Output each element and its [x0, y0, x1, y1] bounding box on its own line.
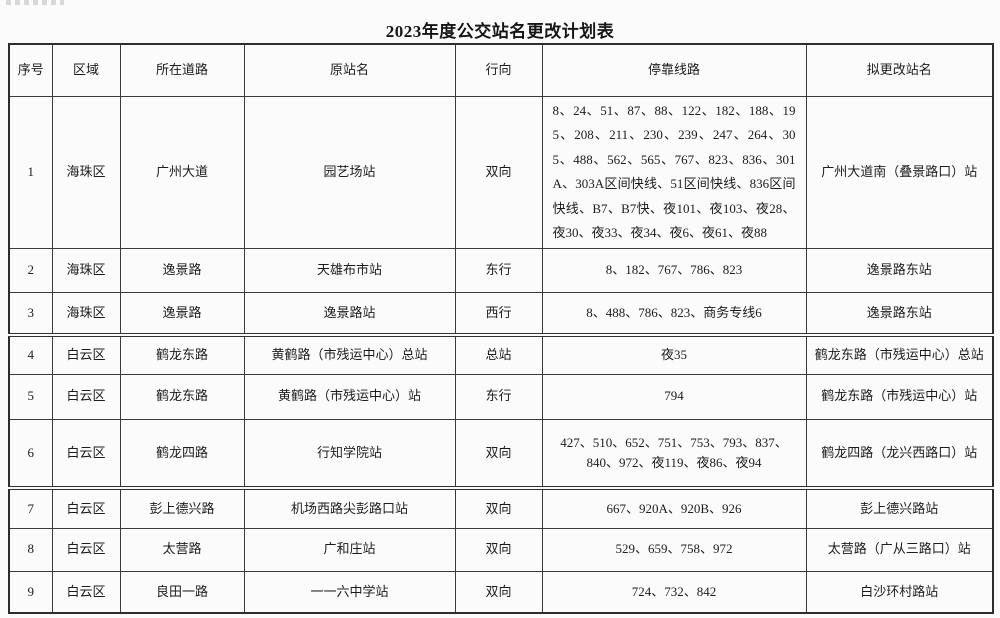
cell-new_name: 逸景路东站: [805, 247, 994, 293]
cell-direction: 双向: [454, 527, 543, 572]
table-row: 3 海珠区 逸景路 逸景路站 西行 8、488、786、823、商务专线6 逸景路东站: [8, 291, 994, 336]
column-header-district: 区域: [51, 43, 121, 97]
cell-district: 白云区: [51, 570, 121, 614]
cell-district: 白云区: [51, 527, 121, 572]
cell-old_name: 天雄布市站: [243, 247, 456, 293]
cell-road: 逸景路: [119, 291, 245, 336]
cell-old_name: 黄鹤路（市残运中心）站: [243, 373, 456, 420]
cell-district: 海珠区: [51, 291, 121, 336]
header-row: 序号 区域 所在道路 原站名 行向 停靠线路 拟更改站名: [8, 43, 994, 97]
cell-direction: 西行: [454, 291, 543, 336]
cell-direction: 双向: [454, 486, 543, 529]
cell-district: 白云区: [51, 333, 121, 375]
table-row: 1 海珠区 广州大道 园艺场站 双向 8、24、51、87、88、122、182、188、…: [8, 95, 994, 249]
table-row: 6 白云区 鹤龙四路 行知学院站 双向 427、510、652、751、753、793、8…: [8, 418, 994, 489]
cell-road: 鹤龙四路: [119, 418, 245, 489]
cell-routes: 夜35: [541, 333, 807, 375]
cell-road: 良田一路: [119, 570, 245, 614]
cell-new_name: 白沙环村路站: [805, 570, 994, 614]
table-body: 1 海珠区 广州大道 园艺场站 双向 8、24、51、87、88、122、182、188、…: [8, 95, 994, 614]
cell-new_name: 鹤龙东路（市残运中心）总站: [805, 333, 994, 375]
table-row: 4 白云区 鹤龙东路 黄鹤路（市残运中心）总站 总站 夜35 鹤龙东路（市残运中心）总站: [8, 333, 994, 375]
cell-routes: 8、182、767、786、823: [541, 247, 807, 293]
cell-no: 1: [8, 95, 53, 249]
cell-new_name: 彭上德兴路站: [805, 486, 994, 529]
cell-routes: 8、488、786、823、商务专线6: [541, 291, 807, 336]
cell-old_name: 园艺场站: [243, 95, 456, 249]
column-header-road: 所在道路: [119, 43, 245, 97]
cell-routes: 794: [541, 373, 807, 420]
cell-new_name: 广州大道南（叠景路口）站: [805, 95, 994, 249]
cell-no: 4: [8, 333, 53, 375]
cell-new_name: 逸景路东站: [805, 291, 994, 336]
cell-routes: 667、920A、920B、926: [541, 486, 807, 529]
cell-old_name: 广和庄站: [243, 527, 456, 572]
cell-district: 海珠区: [51, 95, 121, 249]
column-header-new_name: 拟更改站名: [805, 43, 994, 97]
cell-district: 白云区: [51, 418, 121, 489]
cell-direction: 东行: [454, 373, 543, 420]
cell-district: 海珠区: [51, 247, 121, 293]
cell-no: 3: [8, 291, 53, 336]
cell-new_name: 鹤龙四路（龙兴西路口）站: [805, 418, 994, 489]
cell-direction: 双向: [454, 570, 543, 614]
cell-direction: 东行: [454, 247, 543, 293]
cell-old_name: 逸景路站: [243, 291, 456, 336]
cell-routes: 529、659、758、972: [541, 527, 807, 572]
table-row: 5 白云区 鹤龙东路 黄鹤路（市残运中心）站 东行 794 鹤龙东路（市残运中心）站: [8, 373, 994, 420]
cell-no: 7: [8, 486, 53, 529]
bus-stop-rename-table: 序号 区域 所在道路 原站名 行向 停靠线路 拟更改站名 1 海珠区 广州大道 园艺场站 双向 8、2…: [8, 43, 994, 614]
cell-direction: 双向: [454, 418, 543, 489]
cell-no: 5: [8, 373, 53, 420]
column-header-old_name: 原站名: [243, 43, 456, 97]
cell-road: 太营路: [119, 527, 245, 572]
cell-district: 白云区: [51, 486, 121, 529]
cell-old_name: 黄鹤路（市残运中心）总站: [243, 333, 456, 375]
column-header-routes: 停靠线路: [541, 43, 807, 97]
cell-new_name: 太营路（广从三路口）站: [805, 527, 994, 572]
table-row: 2 海珠区 逸景路 天雄布市站 东行 8、182、767、786、823 逸景路东站: [8, 247, 994, 293]
cell-road: 逸景路: [119, 247, 245, 293]
cell-no: 9: [8, 570, 53, 614]
table-row: 7 白云区 彭上德兴路 机场西路尖彭路口站 双向 667、920A、920B、926 彭上德…: [8, 486, 994, 529]
cell-no: 2: [8, 247, 53, 293]
cell-district: 白云区: [51, 373, 121, 420]
table-head: 序号 区域 所在道路 原站名 行向 停靠线路 拟更改站名: [8, 43, 994, 97]
table-row: 9 白云区 良田一路 一一六中学站 双向 724、732、842 白沙环村路站: [8, 570, 994, 614]
cell-routes: 427、510、652、751、753、793、837、840、972、夜119…: [541, 418, 807, 489]
column-header-no: 序号: [8, 43, 53, 97]
column-header-direction: 行向: [454, 43, 543, 97]
cell-old_name: 一一六中学站: [243, 570, 456, 614]
cell-no: 6: [8, 418, 53, 489]
cell-new_name: 鹤龙东路（市残运中心）站: [805, 373, 994, 420]
cell-old_name: 行知学院站: [243, 418, 456, 489]
cell-no: 8: [8, 527, 53, 572]
page-title: 2023年度公交站名更改计划表: [385, 22, 615, 41]
table-row: 8 白云区 太营路 广和庄站 双向 529、659、758、972 太营路（广从三路口）站: [8, 527, 994, 572]
cell-old_name: 机场西路尖彭路口站: [243, 486, 456, 529]
cell-routes: 724、732、842: [541, 570, 807, 614]
corner-artifact: [6, 0, 64, 5]
cell-road: 彭上德兴路: [119, 486, 245, 529]
cell-road: 鹤龙东路: [119, 373, 245, 420]
cell-direction: 双向: [454, 95, 543, 249]
cell-road: 鹤龙东路: [119, 333, 245, 375]
cell-road: 广州大道: [119, 95, 245, 249]
cell-routes: 8、24、51、87、88、122、182、188、195、208、211、23…: [541, 95, 807, 249]
cell-direction: 总站: [454, 333, 543, 375]
